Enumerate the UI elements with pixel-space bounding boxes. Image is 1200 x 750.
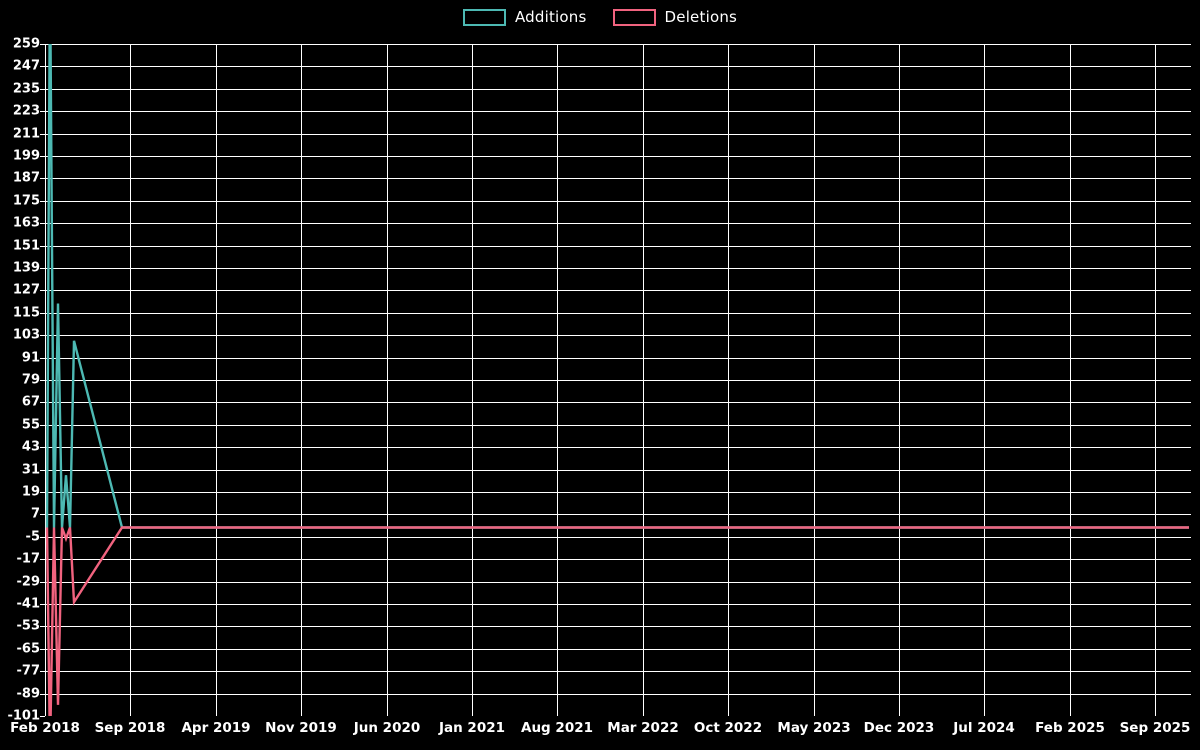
y-axis-tick-label: -29 (16, 574, 41, 590)
x-axis-tick-label: Aug 2021 (521, 720, 593, 736)
y-axis-tick-mark (40, 470, 45, 471)
y-axis-tick-mark (40, 223, 45, 224)
y-axis-tick-label: 127 (12, 282, 40, 298)
y-axis-tick-label: -89 (16, 686, 41, 702)
y-axis-tick-mark (40, 649, 45, 650)
y-axis-tick-label: 151 (12, 238, 40, 254)
y-axis-tick-label: 175 (12, 193, 40, 209)
y-axis-tick-mark (40, 268, 45, 269)
legend-swatch-deletions-icon (612, 8, 656, 26)
x-axis: Feb 2018 Sep 2018 Apr 2019 Nov 2019 Jun 2020… (0, 720, 1200, 746)
y-axis-tick-mark (40, 514, 45, 515)
y-axis-tick-label: 259 (12, 36, 40, 52)
y-axis-tick-mark (40, 492, 45, 493)
y-axis-tick-mark (40, 537, 45, 538)
x-axis-tick-label: Feb 2025 (1035, 720, 1105, 736)
y-axis-tick-label: 247 (12, 58, 40, 74)
y-axis-tick-mark (40, 111, 45, 112)
legend-label-deletions: Deletions (664, 7, 738, 26)
y-axis-tick-mark (40, 559, 45, 560)
y-axis-tick-mark (40, 335, 45, 336)
x-axis-tick-label: Oct 2022 (693, 720, 763, 736)
y-axis-tick-label: -17 (16, 551, 41, 567)
chart-series-layer (45, 44, 1189, 716)
y-axis-tick-label: 115 (12, 305, 40, 321)
y-axis-tick-label: 79 (21, 372, 40, 388)
y-axis-tick-mark (40, 604, 45, 605)
y-axis-tick-label: 43 (21, 439, 40, 455)
y-axis-tick-label: 211 (12, 126, 40, 142)
y-axis-tick-mark (40, 178, 45, 179)
y-axis-tick-label: 235 (12, 81, 40, 97)
legend-item-deletions[interactable]: Deletions (612, 7, 738, 26)
y-axis-tick-mark (40, 201, 45, 202)
y-axis-tick-mark (40, 694, 45, 695)
x-axis-tick-label: Mar 2022 (607, 720, 679, 736)
y-axis-tick-label: -41 (16, 596, 41, 612)
y-axis-tick-label: -77 (16, 663, 41, 679)
x-axis-tick-label: Nov 2019 (265, 720, 337, 736)
y-axis-tick-label: 163 (12, 215, 40, 231)
y-axis-tick-mark (40, 626, 45, 627)
y-axis-tick-mark (40, 134, 45, 135)
y-axis-tick-mark (40, 380, 45, 381)
y-axis: 259 247 235 223 211 199 187 175 163 151 139 127 115 1… (0, 38, 45, 723)
y-axis-tick-label: 103 (12, 327, 40, 343)
series-line-additions (45, 44, 1189, 529)
y-axis-tick-label: 139 (12, 260, 40, 276)
y-axis-tick-mark (40, 671, 45, 672)
plot-area (45, 44, 1191, 716)
y-axis-tick-mark (40, 290, 45, 291)
y-axis-tick-label: -101 (7, 708, 40, 724)
legend-item-additions[interactable]: Additions (462, 7, 587, 26)
y-axis-tick-mark (40, 313, 45, 314)
y-axis-tick-mark (40, 425, 45, 426)
x-axis-tick-label: Feb 2018 (10, 720, 80, 736)
x-axis-tick-label: Apr 2019 (181, 720, 251, 736)
chart-legend: Additions Deletions (0, 0, 1200, 34)
y-axis-tick-mark (40, 447, 45, 448)
y-axis-tick-mark (40, 89, 45, 90)
y-axis-tick-mark (40, 156, 45, 157)
y-axis-tick-mark (40, 582, 45, 583)
y-axis-tick-label: 223 (12, 103, 40, 119)
y-axis-tick-label: 19 (21, 484, 40, 500)
x-axis-tick-label: Dec 2023 (863, 720, 935, 736)
y-axis-tick-label: 67 (21, 394, 40, 410)
y-axis-tick-label: 7 (30, 506, 40, 522)
x-axis-tick-label: Jan 2021 (438, 720, 506, 736)
y-axis-tick-mark (40, 716, 45, 717)
x-axis-tick-label: Sep 2025 (1119, 720, 1191, 736)
y-axis-tick-mark (40, 66, 45, 67)
chart-gridlines (45, 44, 1191, 716)
y-axis-tick-label: 91 (21, 350, 40, 366)
y-axis-tick-mark (40, 358, 45, 359)
x-axis-tick-label: Sep 2018 (94, 720, 166, 736)
y-axis-tick-label: -5 (25, 529, 40, 545)
series-line-deletions (45, 526, 1189, 716)
y-axis-tick-label: -53 (16, 618, 41, 634)
legend-label-additions: Additions (514, 7, 587, 26)
x-axis-tick-label: May 2023 (777, 720, 851, 736)
y-axis-tick-label: 31 (21, 462, 40, 478)
y-axis-tick-label: 187 (12, 170, 40, 186)
x-axis-tick-label: Jul 2024 (953, 720, 1015, 736)
y-axis-tick-mark (40, 44, 45, 45)
y-axis-tick-mark (40, 246, 45, 247)
y-axis-tick-label: 55 (21, 417, 40, 433)
y-axis-tick-label: 199 (12, 148, 40, 164)
legend-swatch-additions-icon (462, 8, 506, 26)
x-axis-tick-label: Jun 2020 (353, 720, 421, 736)
y-axis-tick-mark (40, 402, 45, 403)
y-axis-tick-label: -65 (16, 641, 41, 657)
